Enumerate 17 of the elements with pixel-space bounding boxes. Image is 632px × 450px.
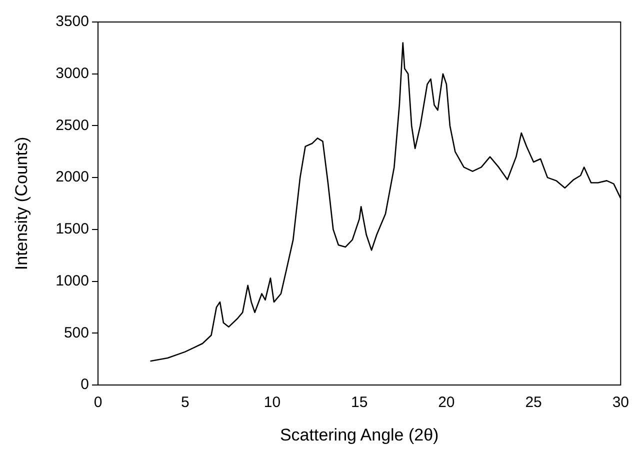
- y-tick-label: 2500: [56, 116, 89, 134]
- x-axis-title: Scattering Angle (2θ): [280, 425, 439, 444]
- x-tick-label: 10: [264, 394, 281, 412]
- y-tick-label: 1000: [56, 272, 89, 290]
- y-tick-label: 3000: [56, 65, 89, 82]
- x-tick-label: 20: [438, 394, 455, 412]
- x-tick-label: 25: [525, 394, 542, 412]
- y-tick-label: 0: [80, 376, 89, 394]
- y-axis-title: Intensity (Counts): [12, 136, 31, 270]
- x-tick-label: 0: [94, 394, 102, 412]
- x-tick-label: 15: [350, 394, 368, 412]
- y-tick-label: 500: [64, 324, 89, 342]
- x-tick-label: 5: [180, 394, 190, 412]
- y-tick-label: 3500: [56, 13, 89, 30]
- y-tick-label: 1500: [56, 220, 89, 238]
- x-tick-label: 30: [612, 394, 629, 412]
- y-tick-label: 2000: [56, 168, 89, 186]
